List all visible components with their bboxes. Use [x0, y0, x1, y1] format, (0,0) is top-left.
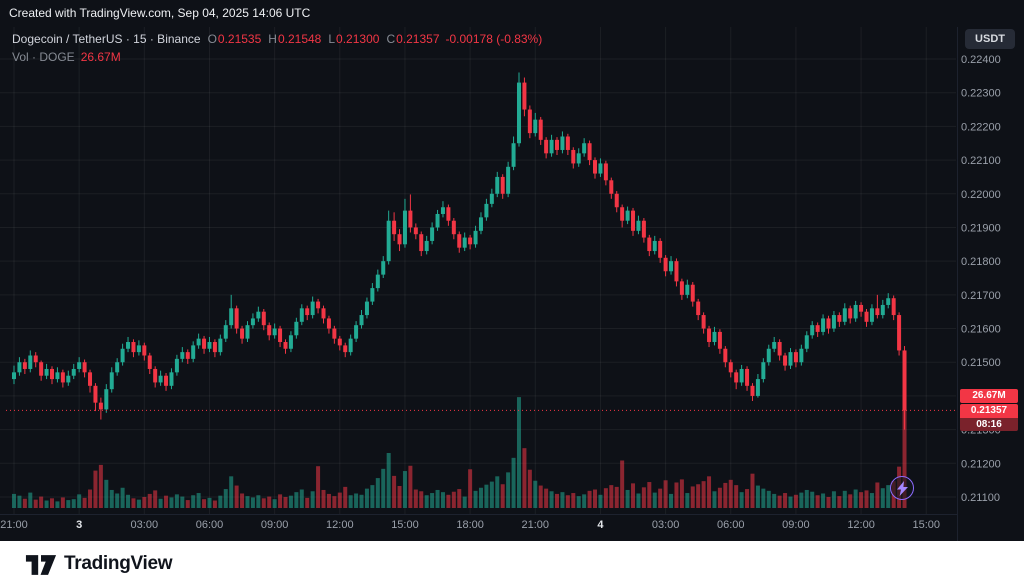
boost-button[interactable]	[890, 476, 914, 500]
svg-text:06:00: 06:00	[196, 519, 224, 531]
svg-text:15:00: 15:00	[912, 519, 940, 531]
volume-value: 26.67M	[80, 50, 121, 64]
time-axis: 21:00 3 03:00 06:00 09:00 12:00 15:00 18:00 21:0…	[0, 519, 940, 531]
svg-text:0.22100: 0.22100	[961, 155, 1001, 167]
high-value: 0.21548	[277, 32, 322, 46]
svg-text:06:00: 06:00	[717, 519, 745, 531]
close-value: 0.21357	[396, 32, 440, 46]
svg-text:09:00: 09:00	[782, 519, 810, 531]
last-price-badge: 0.21357	[960, 404, 1018, 418]
lightning-icon	[896, 480, 908, 496]
svg-text:21:00: 21:00	[522, 519, 550, 531]
low-label: L	[328, 32, 336, 46]
svg-text:0.21600: 0.21600	[961, 324, 1001, 336]
attribution-text: Created with TradingView.com, Sep 04, 20…	[9, 6, 311, 20]
footer: TradingView	[0, 541, 1024, 587]
svg-text:0.22200: 0.22200	[961, 121, 1001, 133]
high-label: H	[268, 32, 277, 46]
svg-text:0.21200: 0.21200	[961, 458, 1001, 470]
svg-text:3: 3	[76, 519, 82, 531]
svg-text:0.22000: 0.22000	[961, 189, 1001, 201]
open-label: O	[207, 32, 217, 46]
close-label: C	[386, 32, 396, 46]
svg-text:0.22300: 0.22300	[961, 88, 1001, 100]
open-value: 0.21535	[217, 32, 262, 46]
svg-text:03:00: 03:00	[131, 519, 159, 531]
svg-text:09:00: 09:00	[261, 519, 289, 531]
svg-text:0.22400: 0.22400	[961, 54, 1001, 66]
svg-text:12:00: 12:00	[326, 519, 354, 531]
volume-axis-badge: 26.67M	[960, 389, 1018, 403]
svg-text:0.21100: 0.21100	[961, 492, 1000, 504]
symbol-title[interactable]: Dogecoin / TetherUS · 15 · Binance	[12, 32, 201, 46]
volume-legend: Vol · DOGE 26.67M	[12, 49, 121, 65]
price-line-layer	[0, 27, 958, 541]
change-value: -0.00178 (-0.83%)	[445, 32, 543, 46]
svg-text:12:00: 12:00	[847, 519, 875, 531]
svg-text:4: 4	[597, 519, 604, 531]
symbol-legend: Dogecoin / TetherUS · 15 · Binance O0.215…	[12, 31, 542, 48]
svg-text:18:00: 18:00	[456, 519, 484, 531]
svg-text:0.21800: 0.21800	[961, 256, 1001, 268]
low-value: 0.21300	[336, 32, 380, 46]
volume-bars	[12, 390, 907, 508]
currency-toggle-button[interactable]: USDT	[965, 29, 1015, 49]
chart-grid	[0, 27, 956, 514]
price-axis: 0.22400 0.22300 0.22200 0.22100 0.22000 0.219…	[961, 54, 1001, 504]
attribution-bar: Created with TradingView.com, Sep 04, 20…	[0, 0, 1024, 27]
svg-text:03:00: 03:00	[652, 519, 680, 531]
svg-text:21:00: 21:00	[0, 519, 28, 531]
volume-label: Vol · DOGE	[12, 50, 75, 64]
svg-text:0.21500: 0.21500	[961, 357, 1001, 369]
svg-text:0.21700: 0.21700	[961, 290, 1001, 302]
brand-name[interactable]: TradingView	[64, 553, 173, 574]
candle-countdown-badge: 08:16	[960, 418, 1018, 431]
candles	[12, 72, 907, 430]
svg-text:0.21900: 0.21900	[961, 222, 1001, 234]
tradingview-logo-icon[interactable]	[25, 552, 57, 577]
svg-text:15:00: 15:00	[391, 519, 419, 531]
